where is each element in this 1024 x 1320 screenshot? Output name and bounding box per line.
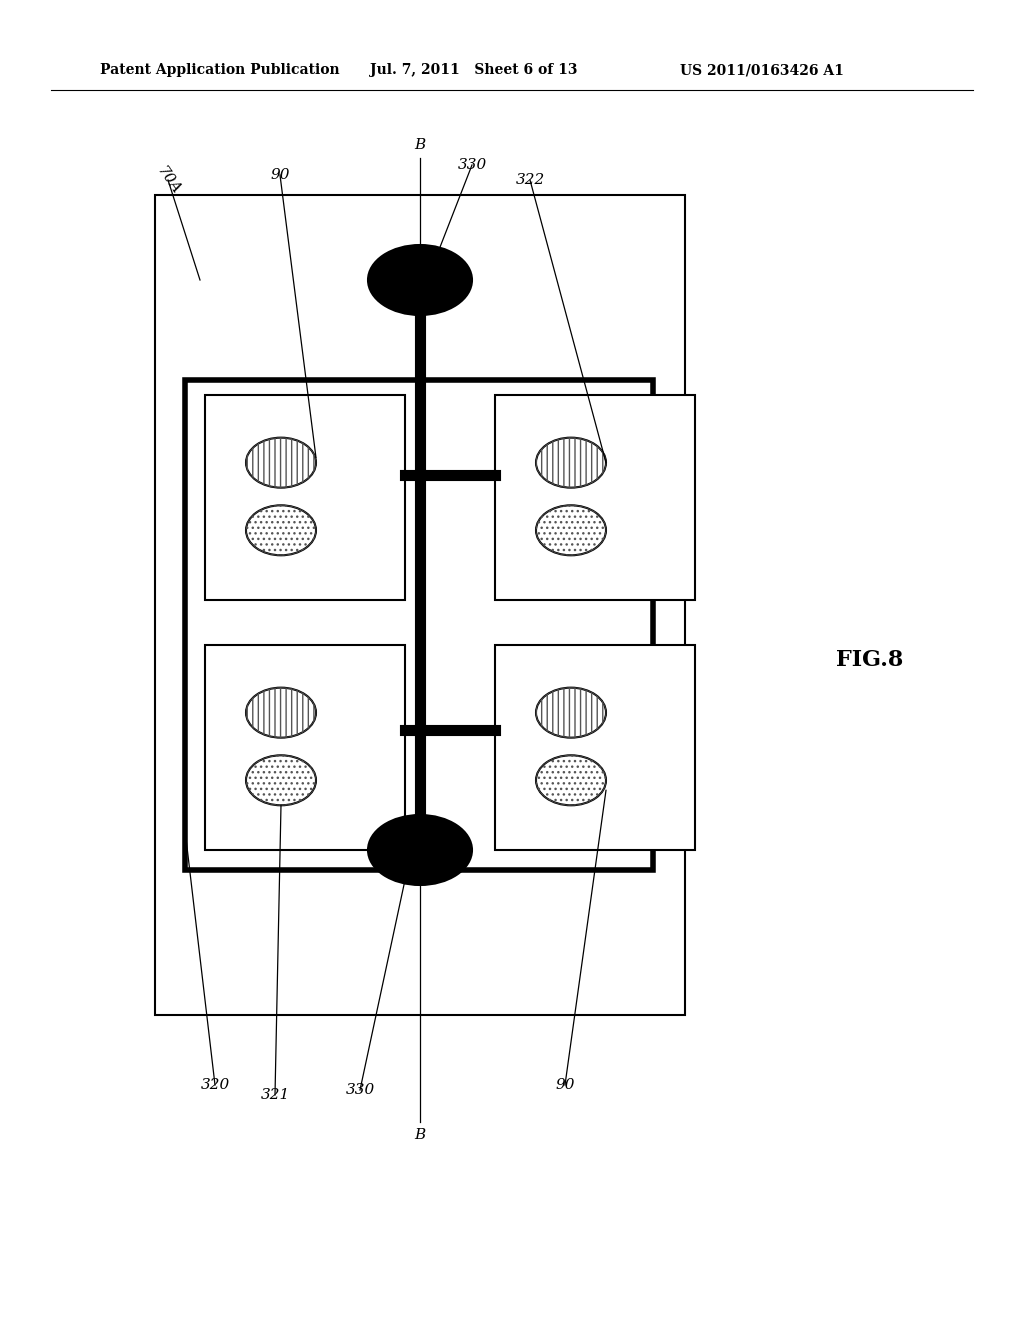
Bar — [185, 380, 653, 870]
Text: 322: 322 — [515, 173, 545, 187]
Text: 90: 90 — [270, 168, 290, 182]
Bar — [155, 195, 685, 1015]
Ellipse shape — [536, 755, 606, 805]
Text: 330: 330 — [345, 1082, 375, 1097]
Bar — [495, 645, 695, 850]
Text: 330: 330 — [458, 158, 486, 172]
Bar — [495, 395, 695, 601]
Ellipse shape — [246, 755, 316, 805]
Ellipse shape — [246, 438, 316, 487]
Text: B: B — [415, 139, 426, 152]
Text: 90: 90 — [555, 1078, 574, 1092]
Text: 321: 321 — [260, 1088, 290, 1102]
Ellipse shape — [246, 688, 316, 738]
Ellipse shape — [368, 246, 472, 315]
Text: US 2011/0163426 A1: US 2011/0163426 A1 — [680, 63, 844, 77]
Text: 320: 320 — [201, 1078, 229, 1092]
Ellipse shape — [536, 688, 606, 738]
Bar — [205, 395, 406, 601]
Text: B: B — [415, 1129, 426, 1142]
Text: 70A: 70A — [154, 164, 182, 197]
Text: Patent Application Publication: Patent Application Publication — [100, 63, 340, 77]
Ellipse shape — [368, 814, 472, 884]
Ellipse shape — [246, 506, 316, 556]
Bar — [205, 645, 406, 850]
Ellipse shape — [536, 438, 606, 487]
Ellipse shape — [536, 506, 606, 556]
Text: FIG.8: FIG.8 — [837, 649, 904, 671]
Text: Jul. 7, 2011   Sheet 6 of 13: Jul. 7, 2011 Sheet 6 of 13 — [370, 63, 578, 77]
